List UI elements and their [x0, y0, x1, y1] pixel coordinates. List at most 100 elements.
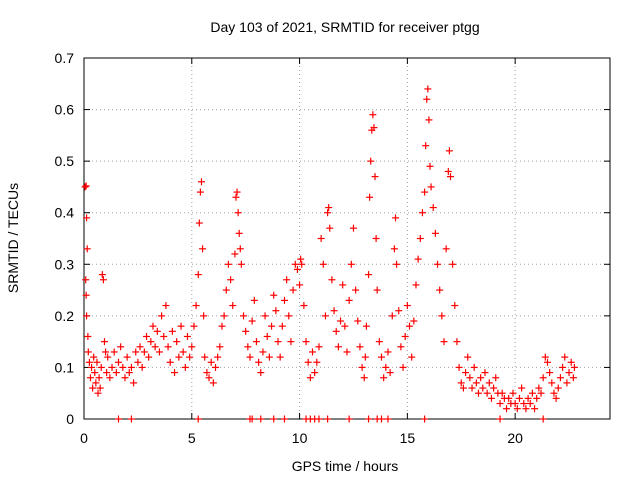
data-point [274, 338, 282, 346]
data-point [164, 343, 172, 351]
data-point [311, 369, 319, 377]
data-point [475, 389, 482, 397]
data-point [263, 332, 271, 340]
data-point [181, 363, 189, 371]
data-point [498, 389, 506, 397]
data-point [285, 312, 293, 320]
data-point [173, 338, 181, 346]
data-point [567, 358, 575, 366]
data-point [347, 260, 355, 268]
data-point [424, 85, 432, 93]
data-point [459, 384, 467, 392]
data-point [114, 415, 122, 423]
data-point [332, 327, 340, 335]
data-point [358, 363, 366, 371]
data-point [388, 312, 396, 320]
data-point [490, 384, 498, 392]
data-point [565, 369, 573, 377]
y-tick-label: 0.5 [55, 153, 75, 169]
data-point [455, 363, 463, 371]
data-point [100, 338, 108, 346]
data-point [119, 363, 127, 371]
data-point [395, 307, 403, 315]
data-point [309, 348, 317, 356]
data-point [535, 384, 543, 392]
y-tick-label: 0.6 [55, 102, 75, 118]
data-point [199, 245, 207, 253]
data-point [479, 384, 487, 392]
data-point [97, 363, 105, 371]
data-point [82, 291, 90, 299]
data-point [481, 369, 489, 377]
data-point [375, 338, 383, 346]
data-point [106, 374, 114, 382]
data-point [96, 384, 104, 392]
data-point [343, 348, 351, 356]
data-point [252, 338, 260, 346]
data-point [531, 405, 539, 413]
data-point [283, 276, 291, 284]
data-point [242, 327, 250, 335]
data-point [509, 389, 517, 397]
data-point [145, 353, 153, 361]
y-tick-label: 0 [66, 411, 74, 427]
data-point [317, 235, 325, 242]
data-point [272, 307, 280, 315]
data-point [341, 322, 349, 330]
data-point [84, 348, 92, 356]
data-point [328, 276, 336, 284]
data-point [496, 415, 504, 423]
y-tick-label: 0.1 [55, 359, 75, 375]
data-point [99, 276, 107, 284]
data-point [158, 312, 166, 320]
data-point [442, 245, 450, 253]
data-point [89, 384, 97, 392]
data-point [278, 322, 286, 330]
data-point [487, 394, 495, 402]
data-point [377, 415, 385, 423]
data-point [306, 374, 314, 382]
data-point [244, 343, 252, 351]
data-point [324, 209, 332, 217]
data-point [104, 353, 112, 361]
data-point [483, 389, 491, 397]
data-point [354, 317, 362, 325]
data-point [520, 400, 528, 408]
data-point [207, 358, 215, 366]
data-point [151, 343, 159, 351]
data-point [93, 358, 101, 366]
data-point [194, 271, 202, 279]
data-point [257, 369, 265, 377]
data-point [291, 260, 299, 268]
data-point [541, 353, 549, 361]
data-point [195, 219, 203, 227]
data-point [552, 394, 560, 402]
data-point [425, 116, 433, 124]
data-point [85, 358, 93, 366]
data-point [485, 379, 493, 387]
data-point [237, 260, 245, 268]
data-point [192, 302, 200, 310]
data-point [313, 358, 321, 366]
data-point [90, 353, 98, 361]
data-point [421, 188, 429, 196]
data-point [240, 312, 248, 320]
data-point [188, 343, 196, 351]
data-point [209, 379, 217, 387]
data-point [147, 338, 155, 346]
data-point [287, 338, 295, 346]
data-point [112, 369, 120, 377]
data-point [138, 363, 146, 371]
data-point [537, 389, 545, 397]
data-point [543, 358, 551, 366]
data-point [334, 343, 342, 351]
data-point [392, 214, 400, 222]
data-point [83, 312, 91, 320]
data-point [466, 374, 474, 382]
y-tick-label: 0.2 [55, 308, 75, 324]
data-point [427, 183, 435, 191]
data-point [233, 188, 241, 196]
data-point [372, 235, 380, 242]
data-point [546, 369, 554, 377]
data-point [92, 379, 100, 387]
